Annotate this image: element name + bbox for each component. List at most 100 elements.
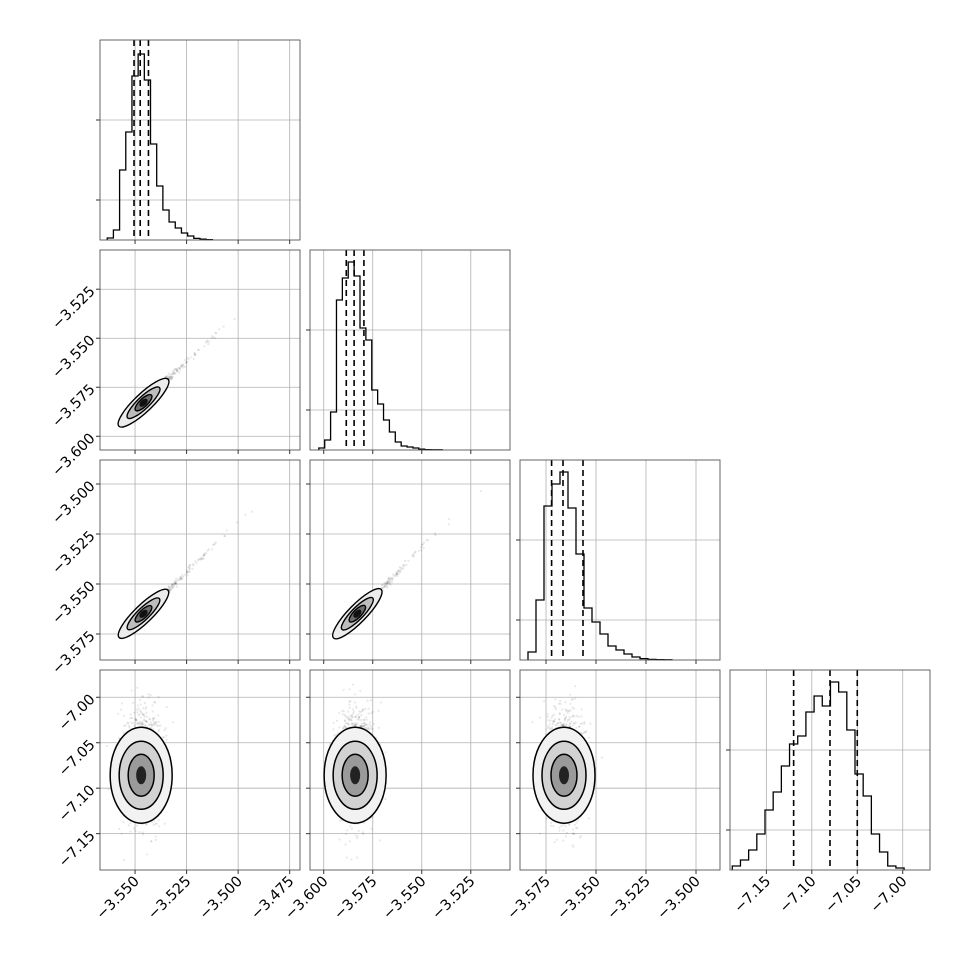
scatter-point (212, 336, 215, 339)
scatter-point (175, 368, 179, 371)
scatter-point (182, 364, 185, 367)
scatter-point (158, 825, 161, 828)
scatter-point (189, 564, 192, 567)
scatter-point (194, 560, 197, 563)
scatter-point (203, 345, 206, 348)
scatter-point (206, 339, 209, 342)
scatter-point (193, 352, 196, 355)
scatter-point (447, 517, 451, 521)
panel-1-0 (96, 249, 301, 454)
scatter-point (173, 579, 176, 583)
scatter-point (202, 557, 205, 560)
scatter-point (181, 574, 184, 577)
scatter-point (187, 358, 190, 361)
scatter-point (129, 821, 132, 825)
scatter-point (172, 583, 175, 586)
scatter-point (214, 331, 217, 335)
scatter-point (194, 353, 197, 356)
scatter-point (175, 369, 178, 372)
scatter-point (189, 356, 192, 359)
scatter-point (404, 559, 407, 563)
scatter-point (168, 375, 171, 378)
scatter-point (179, 576, 182, 579)
scatter-point (421, 543, 424, 546)
scatter-point (171, 369, 174, 372)
scatter-point (166, 375, 169, 378)
scatter-point (178, 368, 182, 371)
scatter-point (433, 532, 436, 535)
scatter-point (211, 548, 214, 551)
scatter-point (176, 579, 179, 582)
scatter-point (196, 348, 200, 351)
scatter-point (233, 318, 236, 321)
scatter-point (170, 585, 173, 588)
scatter-point (412, 555, 415, 558)
scatter-point (386, 586, 389, 589)
scatter-point (235, 521, 239, 524)
scatter-point (172, 586, 175, 589)
scatter-point (423, 541, 426, 544)
scatter-point (397, 572, 400, 575)
scatter-point (193, 352, 196, 355)
scatter-point (398, 566, 401, 569)
scatter-point (422, 546, 425, 550)
scatter-point (244, 513, 247, 516)
scatter-point (136, 824, 139, 827)
scatter-point (107, 788, 110, 791)
scatter-point (250, 510, 253, 513)
scatter-point (197, 348, 200, 352)
panel-3-0 (96, 669, 301, 874)
scatter-point (176, 370, 179, 373)
scatter-point (214, 337, 217, 340)
scatter-point (447, 523, 450, 526)
scatter-point (172, 372, 175, 375)
scatter-point (185, 360, 188, 363)
scatter-point (205, 552, 208, 555)
scatter-point (186, 574, 189, 577)
scatter-point (175, 585, 178, 588)
scatter-point (396, 574, 399, 578)
scatter-point (196, 559, 199, 562)
scatter-point (183, 365, 186, 368)
scatter-point (208, 340, 211, 343)
scatter-point (192, 564, 195, 567)
scatter-point (169, 377, 172, 380)
scatter-point (420, 549, 423, 552)
scatter-point (133, 827, 136, 830)
scatter-point (165, 706, 168, 709)
scatter-point (395, 571, 398, 574)
scatter-point (145, 706, 148, 709)
scatter-point (185, 361, 188, 364)
panel-background (310, 250, 510, 450)
scatter-point (405, 563, 408, 566)
scatter-point (176, 369, 179, 373)
scatter-point (169, 375, 172, 378)
scatter-point (185, 569, 188, 572)
scatter-point (164, 375, 167, 378)
scatter-point (383, 585, 386, 588)
panel-2-1 (306, 459, 511, 664)
scatter-point (206, 549, 209, 552)
scatter-point (171, 375, 174, 378)
histogram-step (106, 53, 214, 241)
scatter-point (392, 573, 395, 576)
scatter-point (187, 565, 190, 568)
scatter-point (191, 567, 194, 570)
scatter-point (163, 822, 166, 825)
scatter-point (224, 534, 227, 538)
panel-background (520, 460, 720, 660)
panel-2-2 (516, 459, 721, 664)
scatter-point (178, 367, 182, 370)
scatter-point (381, 586, 384, 590)
scatter-point (387, 577, 390, 580)
scatter-point (412, 552, 415, 555)
scatter-point (175, 367, 178, 371)
scatter-point (193, 354, 196, 357)
scatter-point (210, 337, 213, 340)
scatter-point (206, 340, 209, 343)
scatter-point (167, 372, 170, 375)
scatter-point (136, 708, 139, 711)
scatter-point (180, 364, 183, 367)
scatter-point (215, 332, 218, 335)
scatter-point (147, 693, 150, 696)
